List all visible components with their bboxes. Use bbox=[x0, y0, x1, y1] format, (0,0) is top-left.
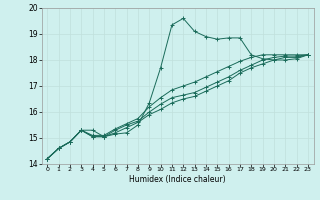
X-axis label: Humidex (Indice chaleur): Humidex (Indice chaleur) bbox=[129, 175, 226, 184]
